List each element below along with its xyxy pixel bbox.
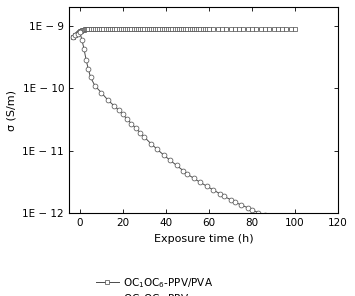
OC$_1$OC$_6$-PPV — [239, 203, 244, 207]
OC$_1$OC$_6$-PPV — [256, 211, 261, 214]
Y-axis label: σ (S/m): σ (S/m) — [7, 89, 17, 131]
OC$_1$OC$_6$-PPV — [84, 59, 88, 62]
OC$_1$OC$_6$-PPV — [155, 148, 159, 151]
Line: OC$_1$OC$_6$-PPV/PVA: OC$_1$OC$_6$-PPV/PVA — [71, 27, 297, 40]
X-axis label: Exposure time (h): Exposure time (h) — [154, 234, 253, 244]
OC$_1$OC$_6$-PPV — [76, 32, 80, 35]
OC$_1$OC$_6$-PPV — [233, 200, 237, 204]
OC$_1$OC$_6$-PPV — [133, 126, 138, 130]
OC$_1$OC$_6$-PPV — [205, 184, 209, 188]
OC$_1$OC$_6$-PPV/PVA — [119, 27, 123, 31]
OC$_1$OC$_6$-PPV — [263, 214, 267, 217]
OC$_1$OC$_6$-PPV — [276, 218, 280, 222]
OC$_1$OC$_6$-PPV — [192, 177, 196, 180]
OC$_1$OC$_6$-PPV — [293, 224, 297, 228]
OC$_1$OC$_6$-PPV — [218, 192, 222, 195]
OC$_1$OC$_6$-PPV — [73, 34, 78, 37]
OC$_1$OC$_6$-PPV — [129, 122, 133, 126]
OC$_1$OC$_6$-PPV — [88, 75, 93, 79]
OC$_1$OC$_6$-PPV/PVA — [194, 27, 198, 31]
OC$_1$OC$_6$-PPV — [78, 30, 82, 34]
OC$_1$OC$_6$-PPV — [175, 164, 179, 167]
OC$_1$OC$_6$-PPV — [250, 208, 254, 212]
OC$_1$OC$_6$-PPV — [116, 108, 121, 112]
OC$_1$OC$_6$-PPV — [106, 98, 110, 102]
OC$_1$OC$_6$-PPV/PVA — [91, 27, 95, 31]
OC$_1$OC$_6$-PPV/PVA — [85, 27, 89, 31]
OC$_1$OC$_6$-PPV/PVA — [71, 36, 75, 39]
OC$_1$OC$_6$-PPV — [222, 195, 226, 198]
OC$_1$OC$_6$-PPV — [86, 67, 91, 71]
OC$_1$OC$_6$-PPV — [99, 91, 103, 94]
OC$_1$OC$_6$-PPV — [112, 104, 116, 108]
OC$_1$OC$_6$-PPV — [82, 47, 86, 51]
OC$_1$OC$_6$-PPV — [246, 206, 250, 210]
OC$_1$OC$_6$-PPV — [80, 38, 84, 41]
OC$_1$OC$_6$-PPV — [121, 113, 125, 116]
OC$_1$OC$_6$-PPV/PVA — [233, 27, 237, 31]
OC$_1$OC$_6$-PPV — [228, 198, 233, 201]
OC$_1$OC$_6$-PPV — [198, 181, 202, 184]
OC$_1$OC$_6$-PPV — [142, 135, 147, 139]
OC$_1$OC$_6$-PPV — [286, 222, 291, 226]
OC$_1$OC$_6$-PPV — [282, 221, 286, 224]
OC$_1$OC$_6$-PPV/PVA — [293, 27, 297, 31]
Line: OC$_1$OC$_6$-PPV: OC$_1$OC$_6$-PPV — [71, 30, 297, 229]
OC$_1$OC$_6$-PPV — [269, 216, 274, 220]
OC$_1$OC$_6$-PPV/PVA — [280, 27, 284, 31]
OC$_1$OC$_6$-PPV/PVA — [241, 27, 246, 31]
OC$_1$OC$_6$-PPV — [71, 36, 75, 39]
OC$_1$OC$_6$-PPV — [211, 188, 215, 192]
Legend: OC$_1$OC$_6$-PPV/PVA, OC$_1$OC$_6$-PPV: OC$_1$OC$_6$-PPV/PVA, OC$_1$OC$_6$-PPV — [96, 276, 213, 296]
OC$_1$OC$_6$-PPV — [181, 169, 185, 172]
OC$_1$OC$_6$-PPV — [93, 84, 97, 87]
OC$_1$OC$_6$-PPV — [185, 172, 190, 176]
OC$_1$OC$_6$-PPV — [138, 131, 142, 134]
OC$_1$OC$_6$-PPV — [162, 153, 166, 157]
OC$_1$OC$_6$-PPV — [149, 142, 153, 145]
OC$_1$OC$_6$-PPV — [168, 159, 172, 162]
OC$_1$OC$_6$-PPV — [125, 117, 129, 121]
